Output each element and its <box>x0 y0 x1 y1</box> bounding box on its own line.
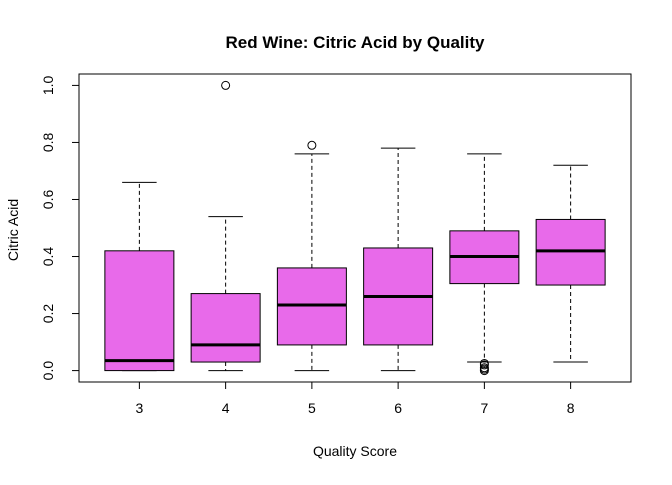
box-iqr <box>190 293 261 363</box>
y-tick-label: 1.0 <box>40 75 56 95</box>
box-4 <box>190 80 261 372</box>
x-axis-label: Quality Score <box>313 443 397 459</box>
x-axis: 3 4 5 6 7 8 <box>135 381 575 416</box>
box-iqr <box>104 250 175 372</box>
box-3 <box>104 181 175 372</box>
x-tick-label: 8 <box>567 400 575 416</box>
y-axis: 0.0 0.2 0.4 0.6 0.8 1.0 <box>40 75 80 381</box>
x-tick-label: 3 <box>135 400 143 416</box>
x-tick-label: 5 <box>308 400 316 416</box>
box-7 <box>449 153 520 376</box>
box-6 <box>363 147 434 372</box>
y-axis-label: Citric Acid <box>5 199 21 261</box>
outlier-point <box>479 358 489 368</box>
boxes-group <box>104 80 606 376</box>
outlier-point <box>307 140 317 150</box>
outlier-point <box>479 363 489 373</box>
y-tick-label: 0.4 <box>40 247 56 267</box>
x-tick-label: 6 <box>394 400 402 416</box>
y-tick-label: 0.6 <box>40 190 56 210</box>
box-5 <box>276 140 347 372</box>
chart-title: Red Wine: Citric Acid by Quality <box>226 33 486 52</box>
y-tick-label: 0.0 <box>40 361 56 381</box>
x-tick-label: 4 <box>222 400 230 416</box>
y-tick-label: 0.2 <box>40 304 56 324</box>
x-tick-label: 7 <box>480 400 488 416</box>
y-tick-label: 0.8 <box>40 133 56 153</box>
box-8 <box>535 164 606 363</box>
outlier-point <box>221 80 231 90</box>
